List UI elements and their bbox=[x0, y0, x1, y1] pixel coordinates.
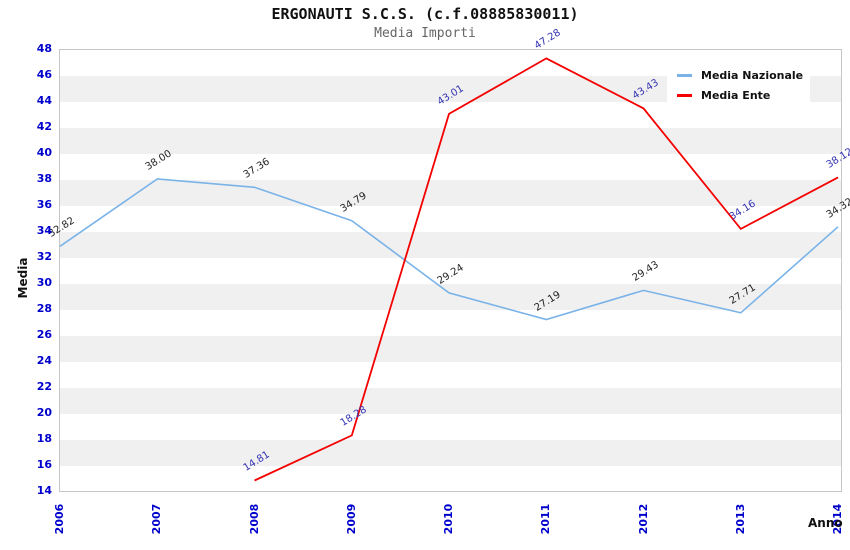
y-tick-label: 22 bbox=[36, 380, 52, 393]
y-tick-label: 18 bbox=[36, 432, 52, 445]
y-tick-label: 34 bbox=[36, 224, 52, 237]
legend-item: Media Nazionale bbox=[677, 69, 810, 82]
legend-label: Media Nazionale bbox=[701, 69, 804, 82]
x-tick-label: 2010 bbox=[442, 503, 455, 535]
y-tick-label: 14 bbox=[36, 484, 52, 497]
y-axis-label: Media bbox=[16, 257, 30, 299]
x-tick-label: 2013 bbox=[733, 503, 747, 535]
y-tick-label: 24 bbox=[36, 354, 52, 367]
y-tick-label: 42 bbox=[36, 120, 52, 133]
y-tick-label: 48 bbox=[36, 42, 52, 55]
y-tick-label: 46 bbox=[36, 68, 52, 81]
legend: Media Nazionale Media Ente bbox=[667, 57, 810, 118]
x-tick-label: 2008 bbox=[247, 503, 261, 535]
legend-item: Media Ente bbox=[677, 89, 810, 102]
y-tick-label: 30 bbox=[36, 276, 52, 289]
chart-title: ERGONAUTI S.C.S. (c.f.08885830011) bbox=[271, 5, 579, 23]
y-tick-label: 20 bbox=[36, 406, 52, 419]
y-tick-label: 44 bbox=[36, 94, 52, 107]
y-tick-label: 26 bbox=[36, 328, 52, 341]
x-tick-label: 2007 bbox=[150, 503, 164, 535]
x-axis-label: Anno bbox=[808, 516, 843, 530]
x-tick-label: 2011 bbox=[539, 503, 553, 535]
y-tick-label: 32 bbox=[36, 250, 52, 263]
legend-line-swatch-icon bbox=[677, 94, 692, 97]
x-tick-label: 2009 bbox=[344, 503, 358, 535]
legend-label: Media Ente bbox=[701, 89, 771, 102]
chart-subtitle: Media Importi bbox=[374, 26, 476, 41]
x-tick-label: 2006 bbox=[53, 503, 66, 535]
x-tick-label: 2012 bbox=[636, 503, 650, 535]
legend-line-swatch-icon bbox=[677, 74, 692, 77]
y-tick-label: 36 bbox=[36, 198, 52, 211]
y-tick-label: 16 bbox=[36, 458, 52, 471]
y-tick-label: 28 bbox=[36, 302, 52, 315]
y-tick-label: 40 bbox=[36, 146, 52, 159]
y-tick-label: 38 bbox=[36, 172, 52, 185]
